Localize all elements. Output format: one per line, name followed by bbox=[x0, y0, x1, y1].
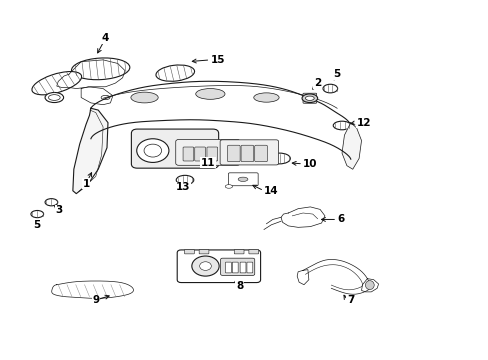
FancyBboxPatch shape bbox=[206, 147, 217, 161]
FancyBboxPatch shape bbox=[175, 139, 240, 165]
Polygon shape bbox=[73, 108, 108, 194]
FancyBboxPatch shape bbox=[199, 249, 208, 254]
FancyBboxPatch shape bbox=[248, 249, 258, 254]
FancyBboxPatch shape bbox=[234, 249, 244, 254]
Ellipse shape bbox=[238, 177, 247, 181]
Text: 4: 4 bbox=[102, 33, 109, 43]
Text: 5: 5 bbox=[34, 220, 41, 230]
Text: 12: 12 bbox=[356, 118, 370, 128]
Ellipse shape bbox=[268, 153, 290, 164]
Ellipse shape bbox=[332, 121, 350, 130]
FancyBboxPatch shape bbox=[177, 250, 260, 283]
Ellipse shape bbox=[200, 154, 218, 163]
Text: 10: 10 bbox=[303, 159, 317, 169]
FancyBboxPatch shape bbox=[227, 145, 240, 162]
Ellipse shape bbox=[45, 199, 58, 206]
Text: 15: 15 bbox=[210, 55, 224, 65]
FancyBboxPatch shape bbox=[303, 93, 316, 103]
Ellipse shape bbox=[253, 93, 279, 102]
Ellipse shape bbox=[225, 185, 232, 188]
Circle shape bbox=[137, 139, 168, 162]
Ellipse shape bbox=[176, 175, 193, 185]
Ellipse shape bbox=[305, 96, 314, 100]
Ellipse shape bbox=[131, 92, 158, 103]
Text: 6: 6 bbox=[336, 215, 344, 224]
Text: 1: 1 bbox=[82, 179, 89, 189]
Text: 9: 9 bbox=[92, 295, 99, 305]
Text: 8: 8 bbox=[236, 281, 243, 291]
Circle shape bbox=[191, 256, 219, 276]
FancyBboxPatch shape bbox=[225, 262, 231, 273]
FancyBboxPatch shape bbox=[240, 262, 245, 273]
Ellipse shape bbox=[156, 65, 194, 81]
Polygon shape bbox=[57, 60, 125, 89]
Text: 14: 14 bbox=[264, 186, 278, 196]
Ellipse shape bbox=[302, 94, 317, 103]
Ellipse shape bbox=[31, 211, 43, 218]
Polygon shape bbox=[52, 281, 133, 298]
FancyBboxPatch shape bbox=[232, 262, 238, 273]
Ellipse shape bbox=[365, 280, 373, 289]
FancyBboxPatch shape bbox=[184, 249, 194, 254]
Ellipse shape bbox=[45, 93, 63, 103]
FancyBboxPatch shape bbox=[131, 129, 218, 168]
Text: 2: 2 bbox=[313, 78, 321, 88]
Ellipse shape bbox=[71, 58, 129, 80]
Polygon shape bbox=[264, 217, 281, 229]
Ellipse shape bbox=[32, 72, 81, 95]
Circle shape bbox=[199, 262, 211, 270]
FancyBboxPatch shape bbox=[228, 173, 258, 186]
Polygon shape bbox=[297, 270, 308, 285]
Ellipse shape bbox=[323, 84, 337, 93]
Ellipse shape bbox=[195, 89, 224, 99]
Text: 11: 11 bbox=[200, 158, 215, 168]
Polygon shape bbox=[81, 87, 113, 105]
Polygon shape bbox=[281, 207, 325, 227]
FancyBboxPatch shape bbox=[254, 145, 267, 162]
Polygon shape bbox=[361, 279, 378, 292]
Text: 5: 5 bbox=[333, 69, 340, 79]
FancyBboxPatch shape bbox=[220, 140, 278, 165]
FancyBboxPatch shape bbox=[246, 262, 252, 273]
Polygon shape bbox=[303, 260, 369, 294]
FancyBboxPatch shape bbox=[194, 147, 205, 161]
Text: 13: 13 bbox=[176, 182, 190, 192]
Text: 7: 7 bbox=[346, 295, 353, 305]
FancyBboxPatch shape bbox=[183, 147, 193, 161]
FancyBboxPatch shape bbox=[241, 145, 253, 162]
Polygon shape bbox=[341, 123, 361, 169]
Text: 3: 3 bbox=[56, 206, 62, 216]
FancyBboxPatch shape bbox=[220, 258, 254, 275]
